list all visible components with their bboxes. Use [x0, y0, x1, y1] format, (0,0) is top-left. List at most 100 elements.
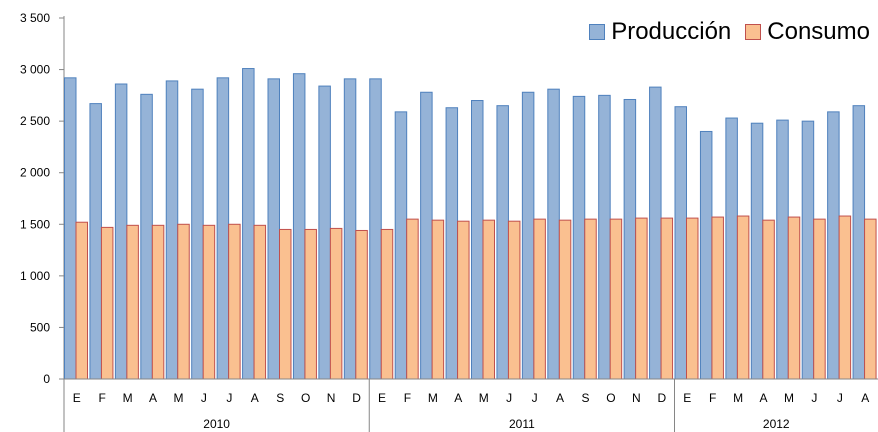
x-tick-label: J: [532, 391, 538, 405]
bar-consumo: [75, 221, 88, 380]
x-tick-label: F: [404, 391, 411, 405]
bar-produccion: [598, 94, 611, 380]
bar-produccion: [165, 80, 179, 380]
bar-consumo: [635, 217, 648, 380]
bar-consumo: [151, 224, 165, 380]
bar-produccion: [547, 88, 560, 380]
bar-consumo: [584, 218, 597, 380]
bar-consumo: [813, 218, 826, 380]
bar-consumo: [660, 217, 674, 380]
x-tick-label: J: [811, 391, 817, 405]
bar-consumo: [304, 228, 317, 380]
legend: Producción Consumo: [589, 18, 870, 46]
bar-consumo: [711, 216, 724, 380]
bar-produccion: [394, 111, 408, 380]
bar-consumo: [329, 227, 343, 380]
x-tick-label: F: [709, 391, 716, 405]
x-axis: E F M A M J J A S O N D E F M A M J J A S O N D E F M A M J J A 2010 2011…: [64, 378, 878, 432]
x-tick-label: A: [760, 391, 768, 405]
bar-produccion: [140, 93, 153, 380]
x-tick-label: E: [378, 391, 386, 405]
bar-consumo: [431, 219, 445, 380]
x-tick-label: S: [581, 391, 589, 405]
bar-produccion: [216, 77, 230, 380]
legend-label-produccion: Producción: [611, 18, 732, 45]
bar-produccion: [318, 85, 331, 380]
bar-produccion: [649, 86, 662, 380]
x-tick-label: D: [352, 391, 361, 405]
bar-consumo: [609, 218, 623, 380]
y-tick-label: 500: [30, 320, 50, 334]
y-axis: 0 500 1 000 1 500 2 000 2 500 3 000 3 500: [20, 11, 65, 432]
legend-item-consumo: Consumo: [745, 18, 870, 46]
bar-consumo: [100, 226, 114, 380]
y-tick-label: 1 000: [20, 269, 50, 283]
legend-item-produccion: Producción: [589, 18, 731, 46]
x-tick-label: E: [73, 391, 81, 405]
x-tick-label: M: [733, 391, 743, 405]
bar-produccion: [674, 106, 687, 380]
bar-produccion: [89, 103, 102, 380]
bar-produccion: [445, 107, 459, 380]
bar-consumo: [279, 228, 292, 380]
bar-produccion: [725, 117, 738, 380]
bar-produccion: [521, 91, 535, 380]
bar-produccion: [369, 78, 382, 380]
bar-produccion: [420, 91, 433, 380]
bar-consumo: [533, 218, 546, 380]
year-label: 2011: [509, 417, 535, 431]
year-label: 2012: [763, 417, 790, 431]
bar-produccion: [572, 95, 586, 380]
x-tick-label: M: [784, 391, 794, 405]
bar-produccion: [191, 88, 204, 380]
bar-produccion: [267, 78, 280, 380]
x-tick-label: S: [276, 391, 284, 405]
x-tick-label: A: [861, 391, 869, 405]
x-tick-label: J: [226, 391, 232, 405]
x-tick-label: A: [556, 391, 564, 405]
bar-consumo: [762, 219, 775, 380]
bar-consumo: [228, 223, 241, 380]
x-tick-label: E: [683, 391, 691, 405]
y-tick-label: 0: [43, 372, 50, 386]
x-tick-label: F: [98, 391, 105, 405]
bar-consumo: [126, 224, 139, 380]
bar-produccion: [801, 120, 815, 380]
x-tick-label: J: [201, 391, 207, 405]
x-tick-label: A: [149, 391, 157, 405]
x-tick-label: N: [327, 391, 336, 405]
x-tick-label: M: [123, 391, 133, 405]
bar-consumo: [838, 215, 852, 380]
bar-consumo: [558, 219, 572, 380]
bar-consumo: [380, 228, 394, 380]
bar-consumo: [177, 223, 190, 380]
bar-produccion: [114, 83, 128, 380]
x-tick-label: J: [837, 391, 843, 405]
bar-produccion: [292, 73, 306, 380]
x-tick-label: O: [606, 391, 615, 405]
x-tick-label: M: [173, 391, 183, 405]
bar-consumo: [507, 220, 521, 380]
legend-swatch-produccion: [589, 24, 606, 40]
bar-produccion: [750, 122, 764, 380]
bar-consumo: [686, 217, 699, 380]
bar-consumo: [787, 216, 801, 380]
legend-swatch-consumo: [745, 24, 762, 40]
y-tick-label: 2 000: [20, 166, 50, 180]
bar-produccion: [699, 130, 713, 380]
bar-consumo: [202, 224, 216, 380]
x-tick-label: A: [454, 391, 462, 405]
x-tick-label: M: [428, 391, 438, 405]
bar-produccion: [776, 119, 789, 380]
y-tick-label: 1 500: [20, 217, 50, 231]
x-tick-label: M: [479, 391, 489, 405]
bar-produccion: [242, 68, 255, 380]
bar-produccion: [64, 77, 77, 380]
bar-series: [64, 68, 877, 380]
bar-produccion: [496, 105, 509, 380]
bar-produccion: [623, 98, 637, 380]
bar-consumo: [457, 220, 470, 380]
bar-consumo: [406, 218, 419, 380]
bar-consumo: [482, 219, 495, 380]
